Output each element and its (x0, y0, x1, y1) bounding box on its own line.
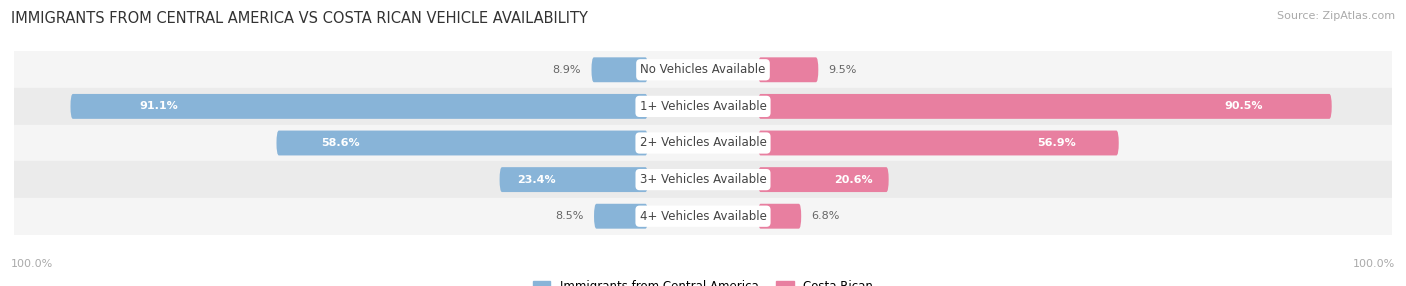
Bar (14, 198, 1392, 235)
FancyBboxPatch shape (593, 204, 648, 229)
FancyBboxPatch shape (758, 167, 889, 192)
Text: IMMIGRANTS FROM CENTRAL AMERICA VS COSTA RICAN VEHICLE AVAILABILITY: IMMIGRANTS FROM CENTRAL AMERICA VS COSTA… (11, 11, 588, 26)
Text: 100.0%: 100.0% (1353, 259, 1395, 269)
Text: 4+ Vehicles Available: 4+ Vehicles Available (640, 210, 766, 223)
FancyBboxPatch shape (70, 94, 648, 119)
Bar (14, 51, 1392, 88)
Text: 100.0%: 100.0% (11, 259, 53, 269)
FancyBboxPatch shape (592, 57, 648, 82)
FancyBboxPatch shape (758, 57, 818, 82)
Legend: Immigrants from Central America, Costa Rican: Immigrants from Central America, Costa R… (529, 276, 877, 286)
Text: Source: ZipAtlas.com: Source: ZipAtlas.com (1277, 11, 1395, 21)
Text: 8.9%: 8.9% (553, 65, 581, 75)
Text: 20.6%: 20.6% (834, 175, 873, 184)
Text: 56.9%: 56.9% (1036, 138, 1076, 148)
Text: 8.5%: 8.5% (555, 211, 583, 221)
Text: 90.5%: 90.5% (1225, 102, 1263, 111)
Text: 6.8%: 6.8% (811, 211, 839, 221)
Text: 58.6%: 58.6% (321, 138, 360, 148)
Bar (14, 161, 1392, 198)
Bar (14, 125, 1392, 161)
Text: 91.1%: 91.1% (139, 102, 179, 111)
FancyBboxPatch shape (758, 94, 1331, 119)
FancyBboxPatch shape (758, 130, 1119, 156)
Text: 23.4%: 23.4% (517, 175, 555, 184)
FancyBboxPatch shape (758, 204, 801, 229)
Text: No Vehicles Available: No Vehicles Available (640, 63, 766, 76)
Text: 2+ Vehicles Available: 2+ Vehicles Available (640, 136, 766, 150)
FancyBboxPatch shape (499, 167, 648, 192)
Text: 3+ Vehicles Available: 3+ Vehicles Available (640, 173, 766, 186)
Text: 9.5%: 9.5% (828, 65, 858, 75)
FancyBboxPatch shape (277, 130, 648, 156)
Text: 1+ Vehicles Available: 1+ Vehicles Available (640, 100, 766, 113)
Bar (14, 88, 1392, 125)
